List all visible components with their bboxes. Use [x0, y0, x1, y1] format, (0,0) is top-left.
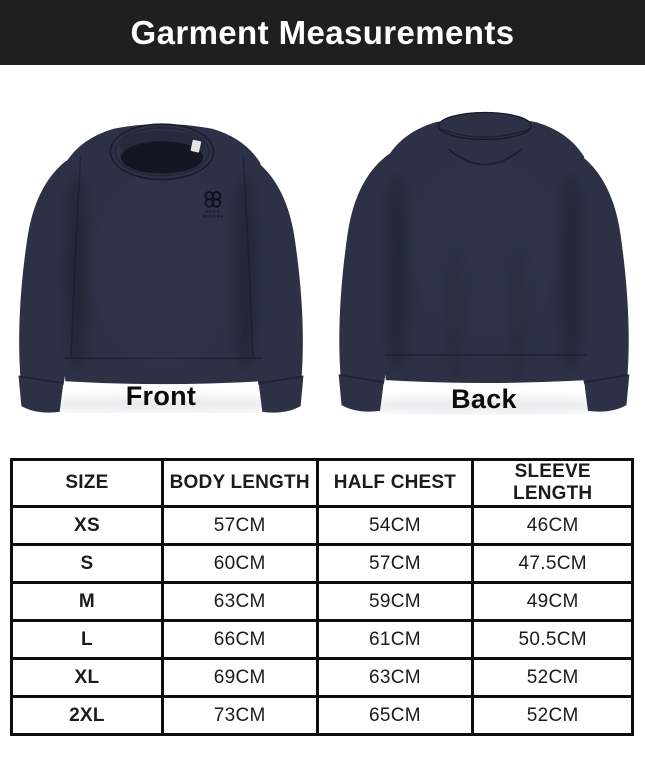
sweatshirt-back-illustration [338, 111, 630, 413]
measurement-cell: 65CM [315, 695, 475, 736]
right-body-shadow [559, 175, 583, 368]
sweatshirt-front-illustration: ECOO MODERN [18, 123, 304, 413]
col-header-size: SIZE [10, 458, 164, 508]
table-row: XL 69CM 63CM 52CM [10, 657, 634, 698]
right-body-shadow [233, 176, 257, 368]
front-label: Front [125, 381, 197, 411]
measurement-cell: 46CM [471, 505, 634, 546]
chest-logo: ECOO MODERN [203, 190, 224, 219]
col-header-half-chest: HALF CHEST [315, 458, 475, 508]
back-yoke-seam [447, 148, 523, 166]
collar-bottom-seam [439, 128, 531, 138]
sweatshirt-back-image [330, 93, 638, 415]
measurement-cell: 57CM [315, 543, 475, 584]
measurement-cell: 52CM [471, 657, 634, 698]
measurement-cell: 63CM [315, 657, 475, 698]
left-cuff-seam [19, 375, 63, 384]
size-cell: 2XL [10, 695, 164, 736]
right-side-seam [242, 155, 254, 357]
chest-highlight [90, 167, 234, 368]
table-row: 2XL 73CM 65CM 52CM [10, 695, 634, 736]
page-title: Garment Measurements [130, 13, 515, 51]
hem-band [383, 353, 588, 383]
left-body-shadow [65, 176, 89, 368]
measurement-cell: 54CM [315, 505, 475, 546]
hem-band [63, 356, 263, 385]
measurement-cell: 63CM [160, 581, 319, 622]
ground-shadow [27, 396, 295, 412]
right-cuff [258, 375, 304, 413]
right-cuff-seam [259, 375, 303, 384]
back-label: Back [451, 384, 517, 414]
right-cuff-seam [584, 374, 629, 383]
sweatshirt-front-image: ECOO MODERN [8, 99, 314, 413]
measurement-cell: 61CM [315, 619, 475, 660]
back-highlight [407, 155, 562, 339]
col-header-sleeve-length: SLEEVE LENGTH [471, 458, 634, 508]
right-cuff [584, 374, 630, 412]
left-side-seam [70, 155, 82, 357]
logo-text-line2: MODERN [203, 215, 224, 219]
left-cuff [338, 374, 384, 412]
neck-tag [190, 139, 202, 153]
table-row: M 63CM 59CM 49CM [10, 581, 634, 622]
measurement-cell: 69CM [160, 657, 319, 698]
size-table-body: XS 57CM 54CM 46CM S 60CM 57CM 47.5CM M 63CM 59CM 49… [10, 505, 634, 736]
table-row: XS 57CM 54CM 46CM [10, 505, 634, 546]
measurement-cell: 60CM [160, 543, 319, 584]
table-row: S 60CM 57CM 47.5CM [10, 543, 634, 584]
measurement-cell: 47.5CM [471, 543, 634, 584]
size-cell: S [10, 543, 164, 584]
size-cell: XS [10, 505, 164, 546]
left-cuff [18, 375, 64, 413]
measurement-cell: 66CM [160, 619, 319, 660]
table-row: L 66CM 61CM 50.5CM [10, 619, 634, 660]
left-body-shadow [385, 175, 409, 368]
size-cell: L [10, 619, 164, 660]
measurement-cell: 57CM [160, 505, 319, 546]
col-header-body-length: BODY LENGTH [160, 458, 319, 508]
measurement-cell: 73CM [160, 695, 319, 736]
collar-rib-line [114, 127, 210, 177]
header-banner: Garment Measurements [0, 0, 645, 65]
table-header-row: SIZE BODY LENGTH HALF CHEST SLEEVE LENGT… [10, 458, 634, 508]
logo-text-line1: ECOO [205, 209, 220, 213]
ground-shadow [350, 397, 620, 413]
measurement-cell: 59CM [315, 581, 475, 622]
left-cuff-seam [339, 374, 384, 383]
logo-monogram-icon [204, 190, 222, 208]
measurement-cell: 52CM [471, 695, 634, 736]
size-cell: XL [10, 657, 164, 698]
measurement-cell: 49CM [471, 581, 634, 622]
size-cell: M [10, 581, 164, 622]
neck-opening [120, 141, 204, 174]
measurement-cell: 50.5CM [471, 619, 634, 660]
measurements-table: SIZE BODY LENGTH HALF CHEST SLEEVE LENGT… [10, 458, 634, 736]
collar-band [438, 111, 532, 141]
